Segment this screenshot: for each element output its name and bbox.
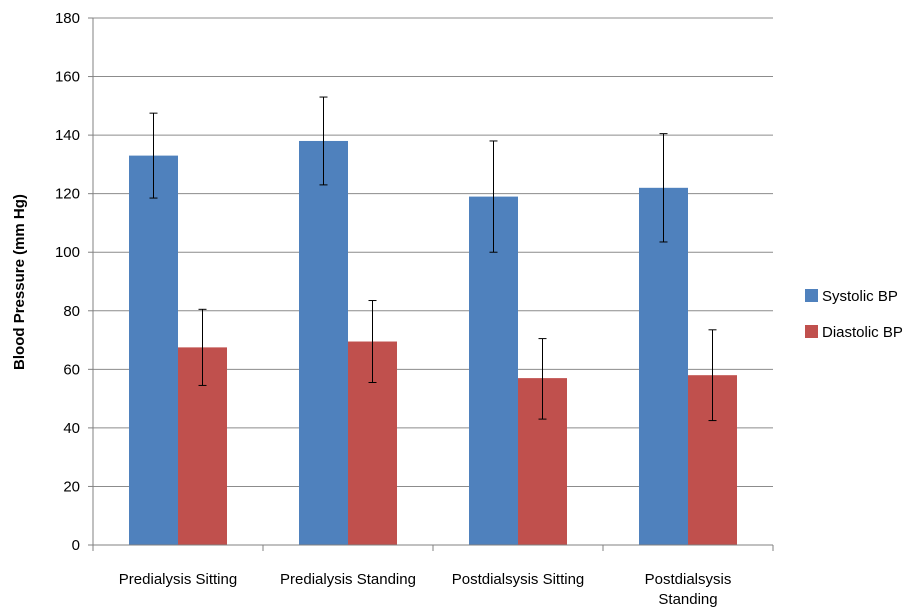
- y-tick-label: 60: [63, 361, 80, 378]
- x-category-label: Predialysis Sitting: [119, 571, 237, 588]
- bar-systolic-bp: [299, 140, 348, 545]
- y-tick-labels: 0 20 40 60 80 100 120 140 160 180: [55, 10, 80, 554]
- legend-swatch: [805, 325, 818, 338]
- y-tick-label: 140: [55, 127, 80, 144]
- y-axis-title: Blood Pressure (mm Hg): [11, 194, 28, 370]
- y-tick-label: 20: [63, 478, 80, 495]
- y-tick-label: 80: [63, 303, 80, 320]
- x-category-label: Postdialsysis Sitting: [452, 571, 585, 588]
- x-category-label: Standing: [658, 591, 717, 608]
- y-tick-label: 120: [55, 186, 80, 203]
- error-bars: [149, 96, 717, 422]
- legend-label: Diastolic BP: [822, 324, 903, 341]
- bar-systolic-bp: [469, 196, 518, 545]
- y-tick-label: 40: [63, 420, 80, 437]
- y-tick-label: 180: [55, 10, 80, 27]
- y-tick-label: 100: [55, 244, 80, 261]
- x-category-label: Postdialsysis: [645, 571, 732, 588]
- y-tick-label: 0: [72, 537, 80, 554]
- legend: Systolic BP Diastolic BP: [805, 288, 903, 341]
- bar-systolic-bp: [639, 187, 688, 546]
- legend-swatch: [805, 289, 818, 302]
- legend-label: Systolic BP: [822, 288, 898, 305]
- bars: [129, 140, 737, 546]
- axes: [88, 17, 774, 551]
- bar-systolic-bp: [129, 155, 178, 545]
- x-category-label: Predialysis Standing: [280, 571, 416, 588]
- y-tick-label: 160: [55, 69, 80, 86]
- category-labels: Predialysis Sitting Predialysis Standing P…: [119, 571, 732, 608]
